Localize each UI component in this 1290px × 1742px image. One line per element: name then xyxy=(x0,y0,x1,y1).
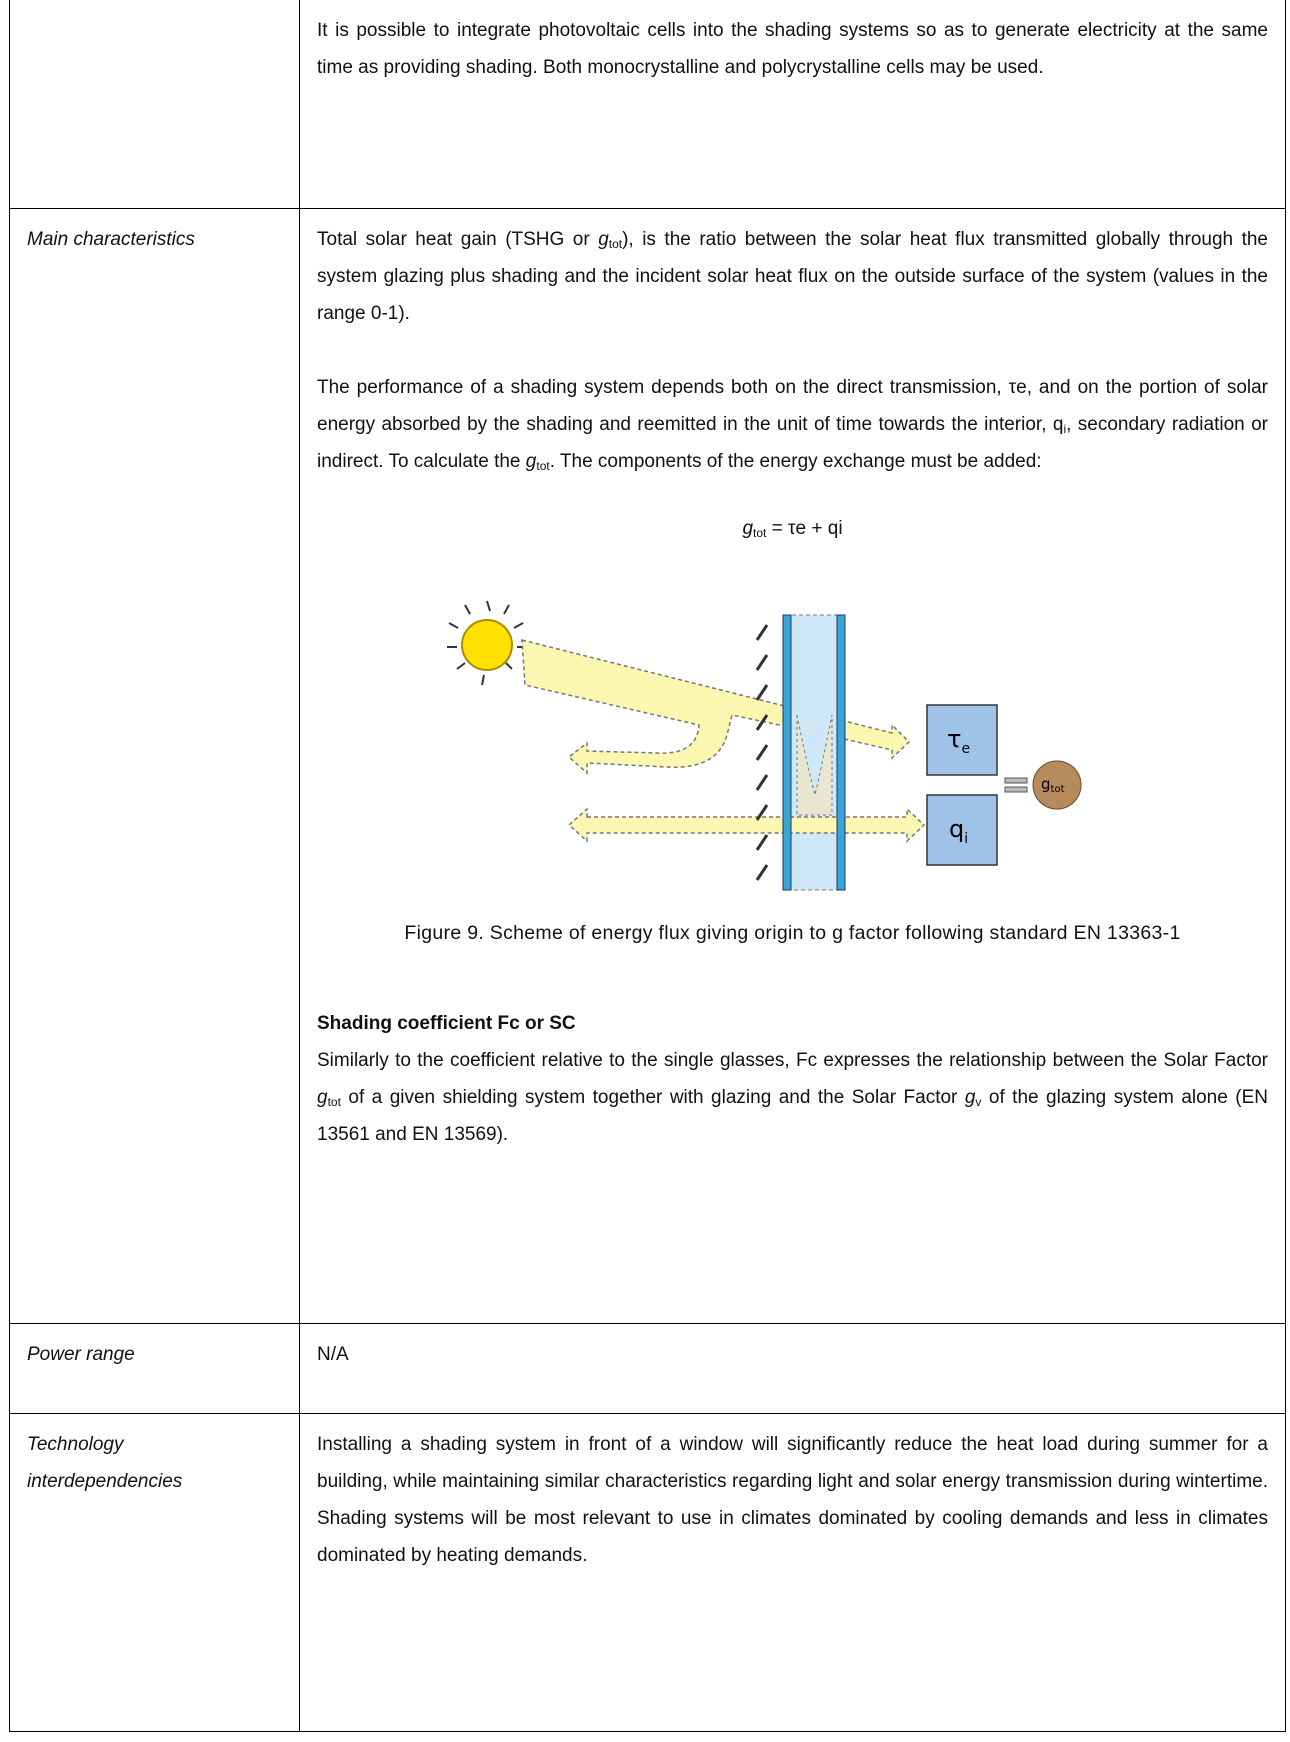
content-cell: Installing a shading system in front of … xyxy=(299,1412,1286,1732)
symbol: g xyxy=(1041,775,1051,793)
text: ), is the ratio between the solar heat f… xyxy=(317,228,1268,324)
tau-box xyxy=(926,703,998,776)
g-circle xyxy=(1032,760,1082,809)
paragraph: The performance of a shading system depe… xyxy=(317,369,1268,480)
secondary-flux xyxy=(567,806,926,843)
text: of the glazing system alone (EN 13561 an… xyxy=(317,1086,1268,1145)
label-cell: Main characteristics xyxy=(9,207,300,1324)
text: Similarly to the coefficient relative to… xyxy=(317,1049,1268,1071)
symbol: g xyxy=(598,228,609,250)
g-label: gtot xyxy=(1041,775,1065,795)
subscript: tot xyxy=(608,236,623,251)
content-cell: N/A xyxy=(299,1322,1286,1414)
subscript: i xyxy=(1063,421,1067,436)
symbol: g xyxy=(742,517,754,539)
text: Installing a shading system in front of … xyxy=(317,1433,1268,1566)
caption: Figure 9. Scheme of energy flux giving o… xyxy=(404,921,1181,944)
content-cell: It is possible to integrate photovoltaic… xyxy=(299,0,1286,209)
symbol: τ xyxy=(947,725,961,753)
glass xyxy=(782,614,792,890)
paragraph: Installing a shading system in front of … xyxy=(317,1426,1268,1574)
tau-label: τe xyxy=(947,725,970,757)
text: , secondary radiation or indirect. To ca… xyxy=(317,413,1268,472)
glass xyxy=(836,614,846,890)
label: Technology interdependencies xyxy=(27,1433,183,1492)
paragraph: Total solar heat gain (TSHG or gtot), is… xyxy=(317,221,1268,332)
subscript: i xyxy=(964,831,968,847)
symbol: g xyxy=(317,1086,328,1108)
subscript: tot xyxy=(753,525,767,540)
content-cell: Total solar heat gain (TSHG or gtot), is… xyxy=(299,207,1286,1324)
row: Technology interdependencies Installing … xyxy=(9,1412,1286,1732)
subscript: tot xyxy=(1051,784,1065,795)
row: Main characteristics Total solar heat ga… xyxy=(9,207,1286,1324)
symbol: q xyxy=(949,815,964,843)
table: It is possible to integrate photovoltaic… xyxy=(9,0,1286,1732)
label: Power range xyxy=(27,1343,135,1365)
q-box xyxy=(926,793,998,866)
q-label: qi xyxy=(949,815,968,847)
sun-rays xyxy=(447,600,527,685)
subscript: tot xyxy=(327,1094,341,1109)
paragraph: N/A xyxy=(317,1336,1268,1373)
text: of a given shielding system together wit… xyxy=(340,1086,965,1108)
shading-slats xyxy=(755,623,769,881)
convection xyxy=(796,714,833,815)
cavity xyxy=(784,614,844,890)
paragraph: It is possible to integrate photovoltaic… xyxy=(317,12,1268,86)
symbol: g xyxy=(525,450,537,472)
row: Power range N/A xyxy=(9,1322,1286,1414)
subscript: v xyxy=(975,1094,982,1109)
row: It is possible to integrate photovoltaic… xyxy=(9,0,1286,209)
equals xyxy=(1004,777,1028,783)
subscript: e xyxy=(961,741,970,757)
text: Total solar heat gain (TSHG or xyxy=(317,228,599,250)
label: Main characteristics xyxy=(27,228,195,250)
text: The performance of a shading system depe… xyxy=(317,376,1268,435)
equals xyxy=(1004,786,1028,792)
text: = τe + qi xyxy=(766,517,843,539)
text: . The components of the energy exchange … xyxy=(549,450,1042,472)
label-cell: Power range xyxy=(9,1322,300,1414)
formula: gtot = τe + qi xyxy=(317,510,1268,547)
beam xyxy=(521,638,911,775)
figure: τe qi gtot xyxy=(447,600,1082,890)
subscript: tot xyxy=(536,458,550,473)
paragraph: Similarly to the coefficient relative to… xyxy=(317,1042,1268,1153)
text: N/A xyxy=(317,1343,349,1365)
diagram: τe qi gtot xyxy=(447,600,1082,890)
symbol: g xyxy=(964,1086,976,1108)
text: It is possible to integrate photovoltaic… xyxy=(317,20,1268,78)
label-cell: Technology interdependencies xyxy=(9,1412,300,1732)
label-cell xyxy=(9,0,300,209)
sun xyxy=(461,618,513,671)
heading: Shading coefficient Fc or SC xyxy=(317,1012,576,1034)
